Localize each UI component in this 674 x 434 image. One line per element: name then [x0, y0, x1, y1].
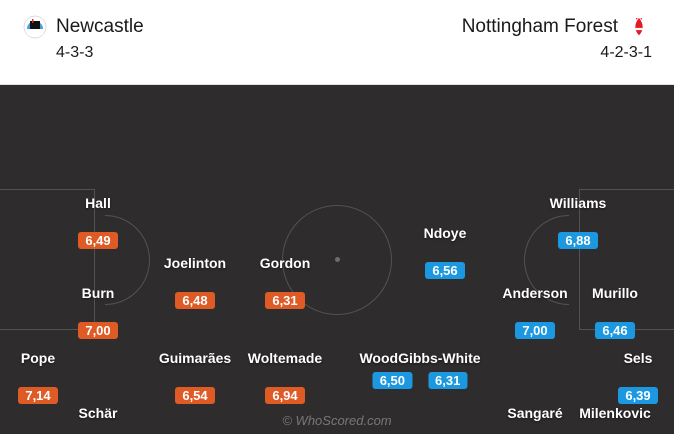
player-name-label: Pope [0, 350, 103, 366]
match-lineup-widget: Newcastle 4-3-3 Nottingham Forest 4-2-3-… [0, 0, 674, 434]
home-team-name: Newcastle [56, 16, 144, 38]
player-name-label: Ndoye [380, 225, 510, 241]
player-rating-badge[interactable]: 6,50 [373, 372, 412, 389]
player-rating-badge[interactable]: 7,00 [78, 322, 117, 339]
player-name-label: Murillo [550, 285, 674, 301]
player-rating-badge[interactable]: 6,54 [175, 387, 214, 404]
nottingham-forest-crest-icon [626, 14, 652, 40]
player-name-label: Woltemade [220, 350, 350, 366]
player-card-ndoye[interactable]: Ndoye 6,56 [380, 225, 510, 280]
player-rating-badge[interactable]: 6,56 [425, 262, 464, 279]
player-card-milenkovic[interactable]: Milenkovic6,36 [550, 405, 674, 434]
lineup-header: Newcastle 4-3-3 Nottingham Forest 4-2-3-… [0, 0, 674, 85]
away-team-block: Nottingham Forest 4-2-3-1 [462, 14, 652, 62]
player-rating-badge[interactable]: 6,94 [265, 387, 304, 404]
player-card-woltemade[interactable]: Woltemade 6,94 [220, 350, 350, 405]
football-pitch: Hall6,49Burn7,00Pope7,14Schär7,05Trippie… [0, 85, 674, 434]
player-card-gordon[interactable]: Gordon 6,31 [220, 255, 350, 310]
player-rating-badge[interactable]: 6,49 [78, 232, 117, 249]
player-card-murillo[interactable]: Murillo 6,46 [550, 285, 674, 340]
player-card-williams[interactable]: Williams 6,88 [513, 195, 643, 250]
player-card-sels[interactable]: Sels 6,39 [573, 350, 674, 405]
player-rating-badge[interactable]: 6,48 [175, 292, 214, 309]
player-rating-badge[interactable]: 6,88 [558, 232, 597, 249]
away-formation: 4-2-3-1 [462, 44, 652, 62]
away-team-name: Nottingham Forest [462, 16, 618, 38]
player-rating-badge[interactable]: 7,00 [515, 322, 554, 339]
player-card-wood-gibbs-white[interactable]: WoodGibbs-White 6,50 6,31 [359, 350, 480, 389]
player-name-label-dual: WoodGibbs-White [359, 350, 480, 366]
player-name-label: Milenkovic [550, 405, 674, 421]
player-card-hall[interactable]: Hall 6,49 [33, 195, 163, 250]
watermark-label: © WhoScored.com [282, 413, 391, 428]
home-team-block: Newcastle 4-3-3 [22, 14, 144, 62]
player-name-label: Schär [33, 405, 163, 421]
player-rating-badge[interactable]: 7,14 [18, 387, 57, 404]
player-rating-badge[interactable]: 6,31 [428, 372, 467, 389]
player-card-pope[interactable]: Pope 7,14 [0, 350, 103, 405]
newcastle-crest-icon [22, 14, 48, 40]
player-name-label: Hall [33, 195, 163, 211]
player-rating-badge[interactable]: 6,39 [618, 387, 657, 404]
player-name-label: Gordon [220, 255, 350, 271]
player-name-label: Williams [513, 195, 643, 211]
player-rating-badge[interactable]: 6,46 [595, 322, 634, 339]
player-card-sch-r[interactable]: Schär7,05 [33, 405, 163, 434]
player-name-label: Sels [573, 350, 674, 366]
home-formation: 4-3-3 [22, 44, 144, 62]
player-rating-badge[interactable]: 6,31 [265, 292, 304, 309]
